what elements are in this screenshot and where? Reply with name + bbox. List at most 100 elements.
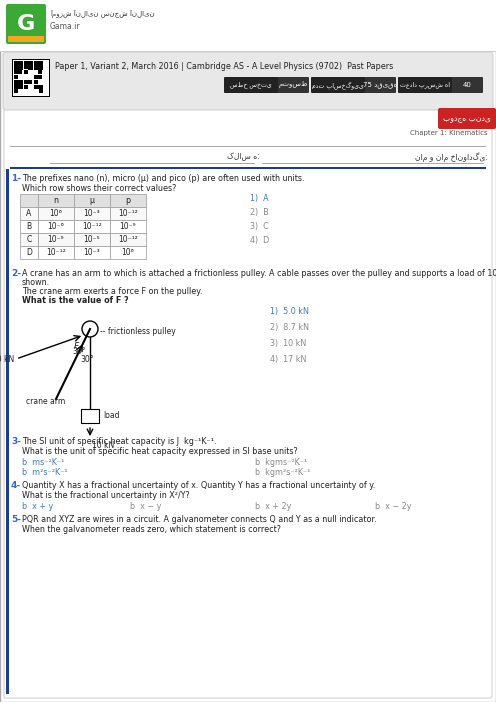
- Bar: [24, 70, 28, 74]
- Text: Quantity X has a fractional uncertainty of x. Quantity Y has a fractional uncert: Quantity X has a fractional uncertainty …: [22, 481, 375, 490]
- Bar: [38, 233, 74, 246]
- Text: What is the unit of specific heat capacity expressed in SI base units?: What is the unit of specific heat capaci…: [22, 447, 298, 456]
- Text: load: load: [103, 411, 120, 420]
- Text: b  x − y: b x − y: [130, 502, 161, 511]
- Text: b  kgm²s⁻²K⁻¹: b kgm²s⁻²K⁻¹: [255, 468, 310, 477]
- Bar: [110, 220, 146, 233]
- Bar: [74, 246, 110, 259]
- Text: 4)  17 kN: 4) 17 kN: [270, 355, 307, 364]
- FancyBboxPatch shape: [451, 77, 483, 93]
- Bar: [18, 84, 23, 89]
- Text: 5-: 5-: [11, 515, 21, 524]
- Text: The prefixes nano (n), micro (μ) and pico (p) are often used with units.: The prefixes nano (n), micro (μ) and pic…: [22, 174, 305, 183]
- FancyBboxPatch shape: [311, 77, 365, 93]
- Text: What is the fractional uncertainty in X²/Y?: What is the fractional uncertainty in X²…: [22, 491, 190, 500]
- Bar: [110, 207, 146, 220]
- Text: crane arm: crane arm: [26, 397, 65, 406]
- Bar: [28, 80, 32, 84]
- Text: 10⁻¹²: 10⁻¹²: [118, 209, 138, 218]
- Text: مدت پاسخگویی: مدت پاسخگویی: [312, 81, 364, 89]
- Text: b  x + 2y: b x + 2y: [255, 502, 291, 511]
- Text: Gama.ir: Gama.ir: [50, 22, 81, 31]
- Text: Paper 1, Variant 2, March 2016 | Cambridge AS - A Level Physics (9702)  Past Pap: Paper 1, Variant 2, March 2016 | Cambrid…: [55, 62, 393, 71]
- Text: 3)  C: 3) C: [250, 222, 269, 231]
- Bar: [20, 194, 38, 207]
- Bar: [38, 75, 42, 79]
- Bar: [28, 61, 33, 70]
- Bar: [24, 65, 28, 69]
- Text: B: B: [26, 222, 32, 231]
- Text: 10⁻⁹: 10⁻⁹: [48, 235, 64, 244]
- Bar: [24, 85, 28, 89]
- Bar: [10, 167, 486, 169]
- Text: A crane has an arm to which is attached a frictionless pulley. A cable passes ov: A crane has an arm to which is attached …: [22, 269, 496, 278]
- Text: 1)  A: 1) A: [250, 194, 269, 203]
- Bar: [34, 75, 38, 79]
- Text: متوسط: متوسط: [278, 81, 308, 88]
- Text: 30°: 30°: [80, 355, 94, 364]
- Text: b  m²s⁻²K⁻¹: b m²s⁻²K⁻¹: [22, 468, 67, 477]
- Text: 10⁶: 10⁶: [122, 248, 134, 257]
- Text: 10⁻¹²: 10⁻¹²: [46, 248, 66, 257]
- Text: 75 دقیقه: 75 دقیقه: [363, 81, 397, 88]
- FancyBboxPatch shape: [3, 52, 493, 110]
- Bar: [81, 409, 99, 423]
- Text: The SI unit of specific heat capacity is J  kg⁻¹K⁻¹.: The SI unit of specific heat capacity is…: [22, 437, 216, 446]
- Text: 10⁻⁹: 10⁻⁹: [120, 222, 136, 231]
- FancyBboxPatch shape: [364, 77, 396, 93]
- Bar: [12, 59, 50, 97]
- Text: shown.: shown.: [22, 278, 50, 287]
- Bar: [18, 70, 22, 74]
- Bar: [8, 36, 44, 42]
- Text: بودجه بندی: بودجه بندی: [443, 114, 491, 124]
- Text: کلاس ه:: کلاس ه:: [227, 152, 260, 161]
- Bar: [14, 89, 18, 93]
- Text: -- frictionless pulley: -- frictionless pulley: [100, 326, 176, 336]
- Text: سطح سختی: سطح سختی: [230, 81, 272, 88]
- Text: 10⁻³: 10⁻³: [84, 209, 100, 218]
- Text: تعداد پرسش ها: تعداد پرسش ها: [400, 81, 450, 88]
- Bar: [74, 207, 110, 220]
- Text: The crane arm exerts a force F on the pulley.: The crane arm exerts a force F on the pu…: [22, 287, 202, 296]
- Bar: [14, 61, 23, 70]
- Text: D: D: [26, 248, 32, 257]
- Text: 40: 40: [463, 82, 471, 88]
- Bar: [13, 60, 49, 96]
- Bar: [110, 246, 146, 259]
- Text: n: n: [54, 196, 59, 205]
- Bar: [20, 207, 38, 220]
- Text: 1-: 1-: [11, 174, 21, 183]
- Text: μ: μ: [89, 196, 95, 205]
- Bar: [74, 233, 110, 246]
- Text: b  ms⁻²K⁻¹: b ms⁻²K⁻¹: [22, 458, 64, 467]
- Text: 3)  10 kN: 3) 10 kN: [270, 339, 306, 348]
- Bar: [38, 70, 42, 74]
- Text: 2)  8.7 kN: 2) 8.7 kN: [270, 323, 309, 332]
- Text: b  kgms⁻²K⁻¹: b kgms⁻²K⁻¹: [255, 458, 307, 467]
- Bar: [74, 220, 110, 233]
- Text: b  x − 2y: b x − 2y: [375, 502, 412, 511]
- Text: 10 kN: 10 kN: [92, 441, 114, 450]
- Bar: [14, 75, 18, 79]
- Text: 2)  B: 2) B: [250, 208, 269, 217]
- Text: 10⁻¹²: 10⁻¹²: [82, 222, 102, 231]
- Text: 10⁻⁶: 10⁻⁶: [48, 222, 64, 231]
- Text: 10⁻³: 10⁻³: [84, 248, 100, 257]
- Bar: [0, 51, 496, 52]
- Text: Which row shows their correct values?: Which row shows their correct values?: [22, 184, 177, 193]
- Text: C: C: [26, 235, 32, 244]
- Bar: [38, 194, 74, 207]
- Text: F: F: [74, 342, 79, 351]
- Bar: [20, 246, 38, 259]
- Text: 10⁻⁵: 10⁻⁵: [84, 235, 100, 244]
- Text: 3-: 3-: [11, 437, 21, 446]
- Text: Chapter 1: Kinematics: Chapter 1: Kinematics: [410, 130, 488, 136]
- Bar: [14, 80, 23, 89]
- Text: b  x + y: b x + y: [22, 502, 53, 511]
- Bar: [20, 233, 38, 246]
- Bar: [0, 0, 496, 52]
- Bar: [38, 207, 74, 220]
- FancyBboxPatch shape: [398, 77, 452, 93]
- Bar: [24, 61, 28, 65]
- Text: 4)  D: 4) D: [250, 236, 269, 245]
